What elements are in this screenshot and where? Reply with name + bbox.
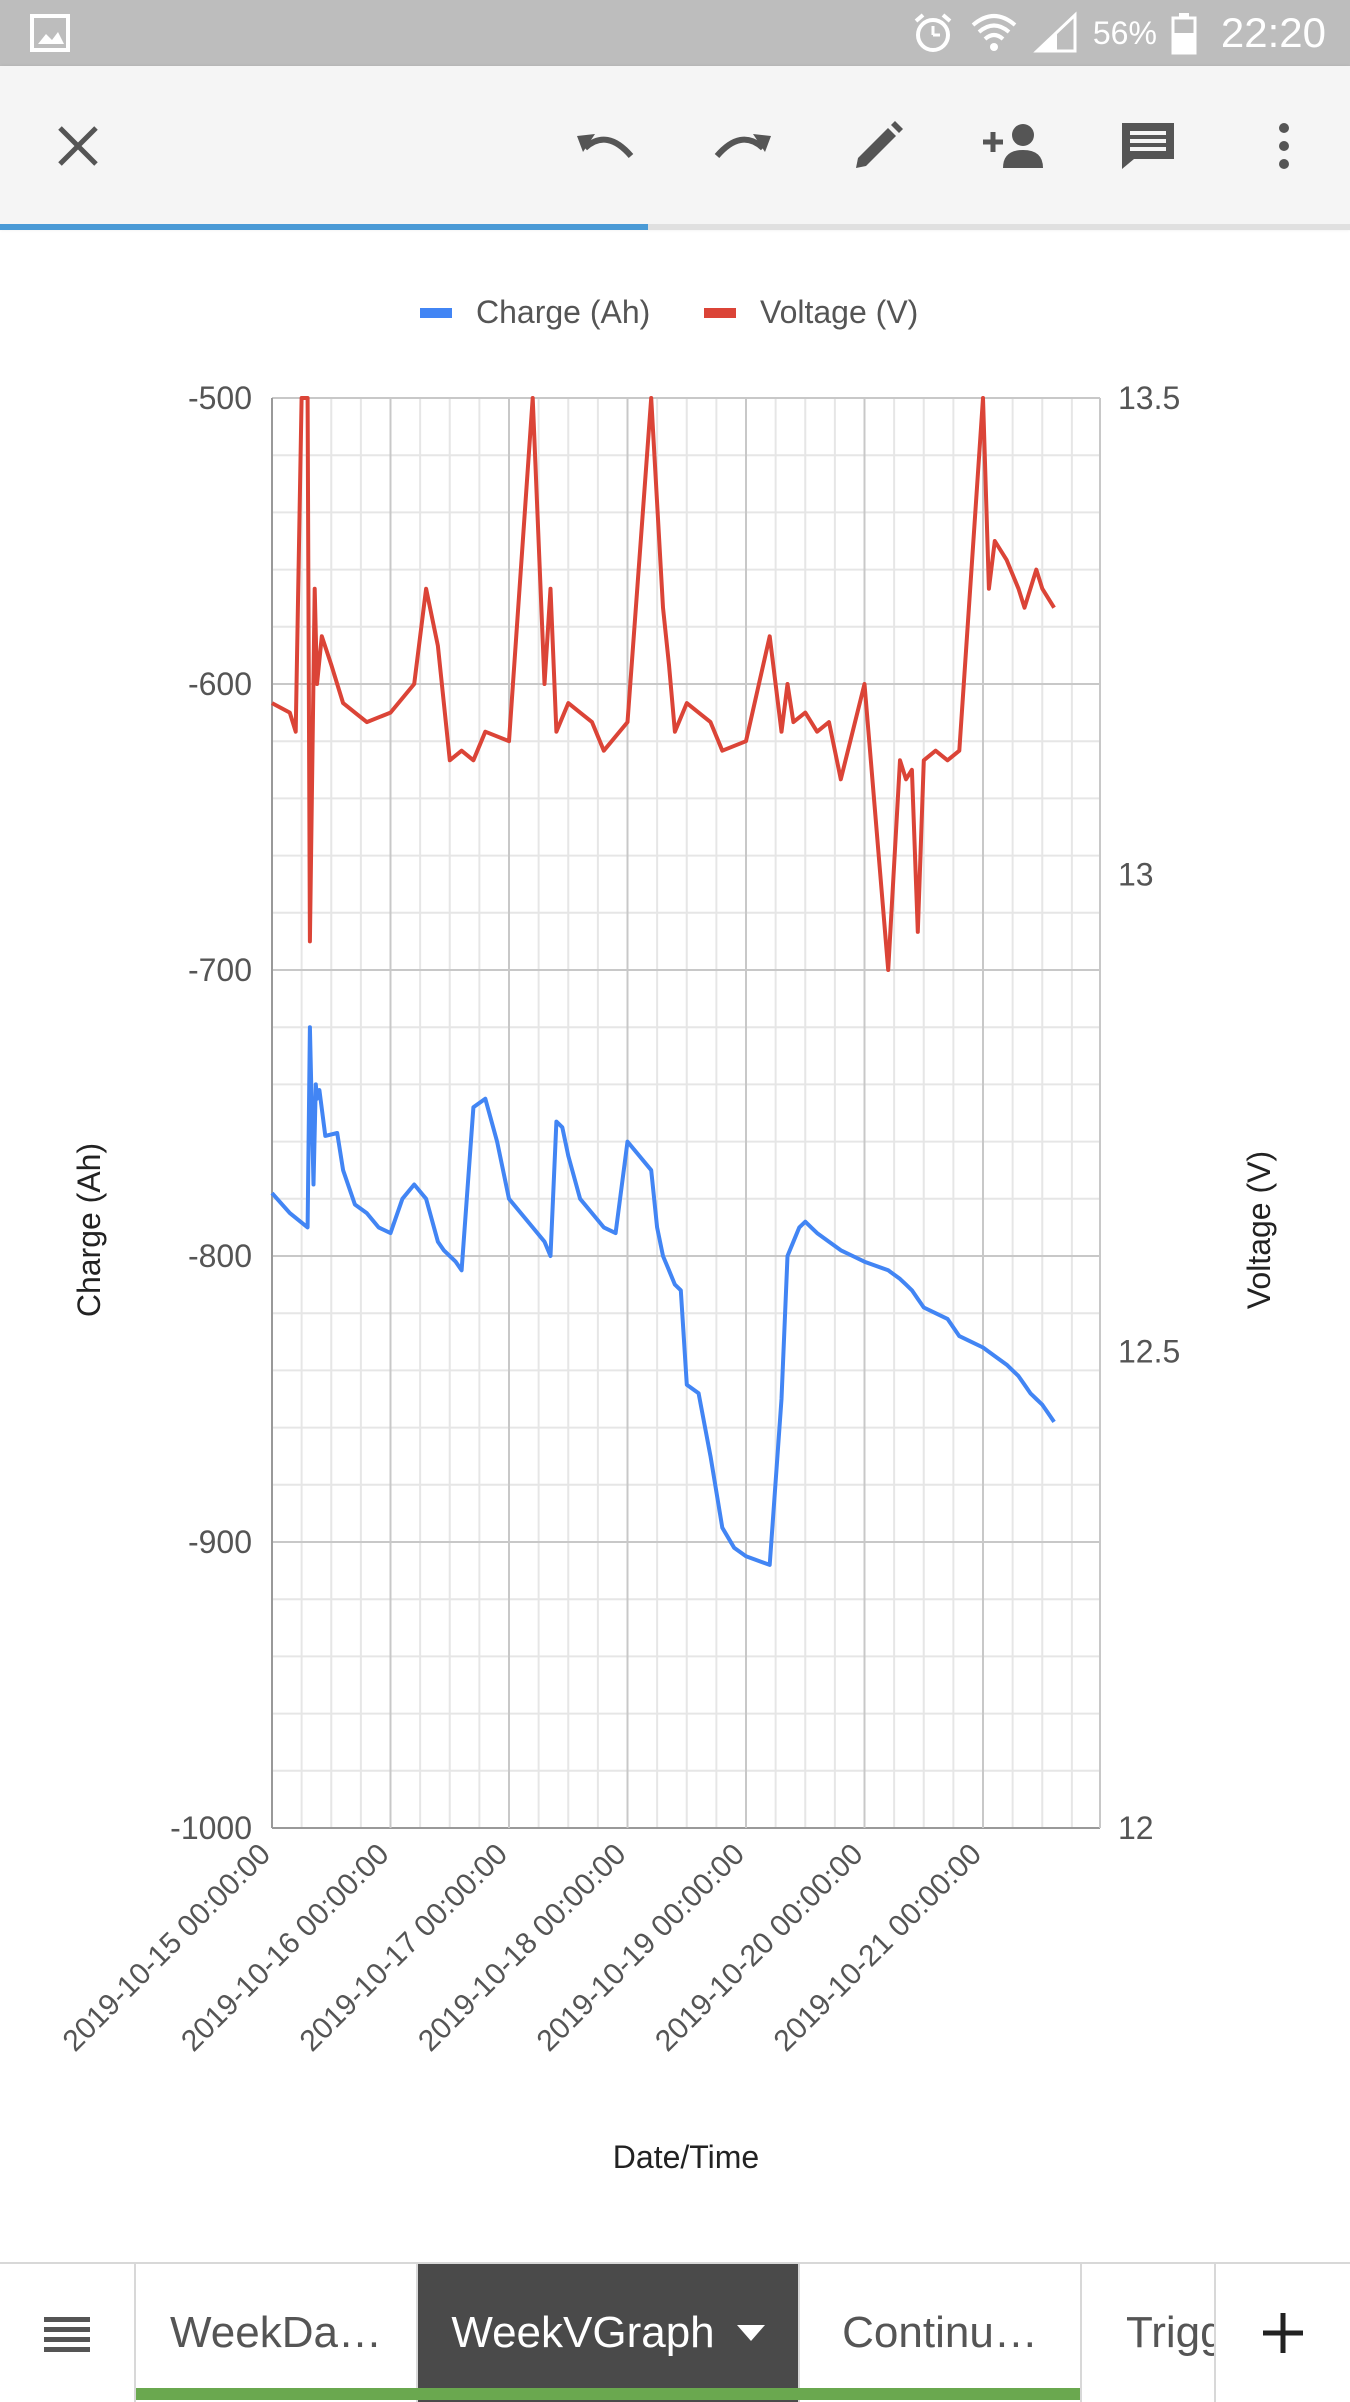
active-tab-indicator [136,2388,1080,2400]
series-layer [270,396,1056,1567]
grid-major [271,397,1101,1829]
y-left-tick-label: -600 [188,666,252,702]
clock-time: 22:20 [1220,9,1326,56]
toolbar [0,66,1350,226]
legend-swatch-voltage [704,308,736,318]
legend-swatch-charge [420,308,452,318]
comment-icon [1122,123,1174,169]
status-bar: 56% 22:20 [0,0,1350,66]
x-tick-label: 2019-10-18 00:00:00 [412,1838,632,2058]
y-left-tick-label: -900 [188,1524,252,1560]
y-left-tick-label: -800 [188,1238,252,1274]
tab-weekdata[interactable]: WeekDa… [136,2264,418,2402]
tab-label: WeekVGraph [451,2308,715,2357]
sheet-tab-bar: WeekDa… WeekVGraph Continu… Trigg [0,2262,1350,2402]
legend-label-charge: Charge (Ah) [476,294,650,330]
add-person-icon [983,124,1043,168]
close-button[interactable] [38,106,118,186]
x-tick-label: 2019-10-16 00:00:00 [175,1838,395,2058]
axis-right-ticks: 13.5 13 12.5 12 [1118,380,1180,1846]
redo-icon [714,134,771,159]
battery-percent: 56% [1092,14,1157,51]
x-tick-label: 2019-10-17 00:00:00 [294,1838,514,2058]
y-left-axis-label: Charge (Ah) [71,1143,107,1317]
edit-button[interactable] [838,106,918,186]
y-right-tick-label: 13 [1118,857,1154,893]
tab-continuous[interactable]: Continu… [800,2264,1082,2402]
tab-label: WeekDa… [170,2308,382,2357]
close-icon [58,126,98,166]
gallery-notification-icon [30,14,70,52]
x-axis-label: Date/Time [613,2139,759,2175]
plus-icon [1263,2313,1303,2353]
comments-button[interactable] [1108,106,1188,186]
alarm-icon [914,13,952,52]
wifi-icon [971,14,1017,51]
y-right-tick-label: 12 [1118,1810,1154,1846]
y-right-tick-label: 13.5 [1118,380,1180,416]
tab-label: Trigg [1126,2308,1216,2357]
x-tick-label: 2019-10-19 00:00:00 [531,1838,751,2058]
caret-down-icon[interactable] [736,2325,765,2341]
redo-button[interactable] [702,106,782,186]
more-vert-icon [1279,123,1289,169]
status-right: 56% 22:20 [911,0,1326,66]
y-right-tick-label: 12.5 [1118,1333,1180,1369]
battery-icon [1171,13,1197,55]
share-button[interactable] [974,106,1054,186]
legend-label-voltage: Voltage (V) [760,294,918,330]
series-line-charge [270,1025,1056,1567]
menu-icon [44,2317,90,2352]
tab-weekvgraph[interactable]: WeekVGraph [418,2264,800,2402]
tab-trigger[interactable]: Trigg [1082,2264,1216,2402]
x-tick-label: 2019-10-15 00:00:00 [57,1838,277,2058]
legend: Charge (Ah) Voltage (V) [420,294,918,330]
y-left-tick-label: -1000 [170,1810,252,1846]
y-right-axis-label: Voltage (V) [1241,1151,1277,1309]
undo-icon [577,134,634,159]
y-left-tick-label: -500 [188,380,252,416]
add-sheet-button[interactable] [1216,2264,1350,2402]
all-sheets-button[interactable] [0,2264,136,2402]
grid-minor [272,398,1100,1828]
tab-label: Continu… [842,2308,1038,2357]
axis-left-ticks: -500 -600 -700 -800 -900 -1000 [170,380,252,1846]
load-progress-fill [0,224,648,230]
undo-button[interactable] [566,106,646,186]
more-button[interactable] [1244,106,1324,186]
load-progress-bar [0,224,1350,230]
pencil-icon [856,121,903,168]
signal-icon [1033,11,1077,53]
x-tick-label: 2019-10-20 00:00:00 [649,1838,869,2058]
x-tick-label: 2019-10-21 00:00:00 [768,1838,988,2058]
line-chart: -500 -600 -700 -800 -900 -1000 13.5 13 12.5 12 2… [57,294,1277,2175]
series-line-voltage [271,396,1056,972]
y-left-tick-label: -700 [188,952,252,988]
